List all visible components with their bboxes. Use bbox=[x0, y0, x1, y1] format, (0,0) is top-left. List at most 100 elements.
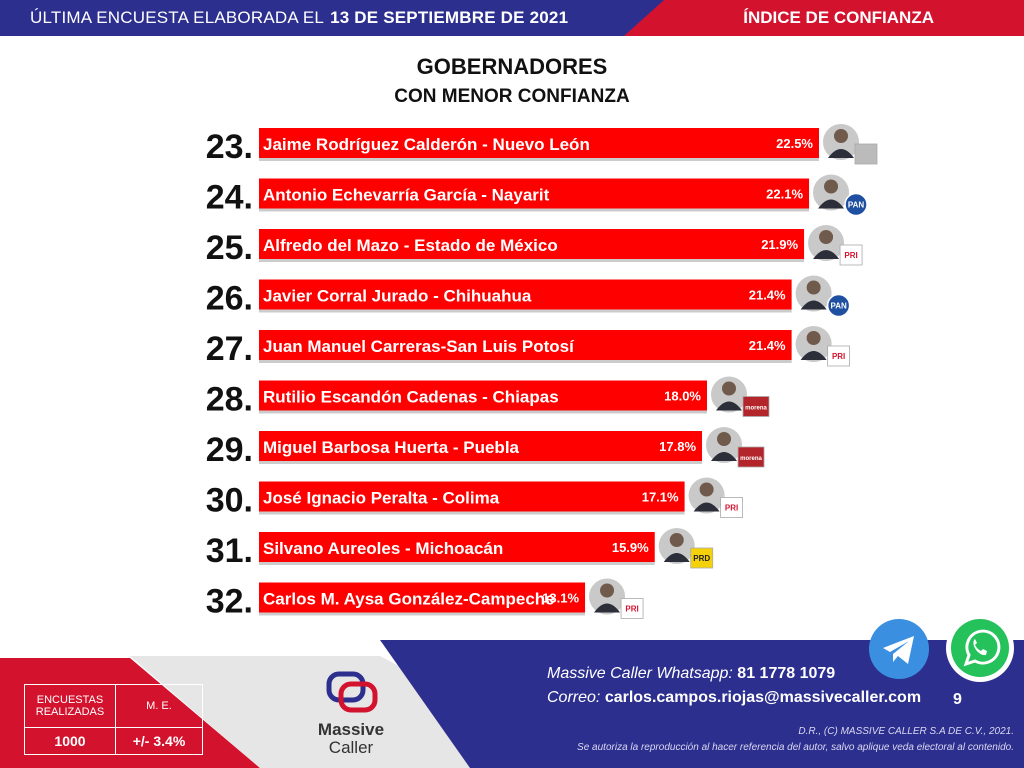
bar bbox=[259, 178, 810, 209]
bar-shadow bbox=[259, 511, 685, 515]
bar bbox=[259, 128, 819, 158]
bar bbox=[259, 279, 792, 310]
stats-value-margin: +/- 3.4% bbox=[115, 727, 203, 755]
massive-caller-logo: Massive Caller bbox=[296, 670, 406, 766]
party-logo-text: PRI bbox=[725, 504, 738, 513]
bar-value-label: 21.4% bbox=[749, 288, 786, 303]
party-logo-text: PRI bbox=[844, 251, 857, 260]
avatar-head-icon bbox=[699, 482, 714, 497]
email-label: Correo: bbox=[547, 689, 601, 706]
rank-label: 26. bbox=[206, 280, 253, 318]
bar-name-label: Alfredo del Mazo - Estado de México bbox=[263, 236, 558, 255]
avatar-body-icon bbox=[813, 250, 840, 259]
header-right-title: ÍNDICE DE CONFIANZA bbox=[743, 8, 934, 27]
avatar-body-icon bbox=[818, 199, 845, 209]
bar-row: 28. Rutilio Escandón Cadenas - Chiapas 18.… bbox=[206, 374, 770, 419]
bar bbox=[259, 330, 792, 360]
bar bbox=[259, 481, 685, 512]
rank-label: 30. bbox=[206, 482, 253, 520]
party-logo-icon bbox=[690, 547, 714, 569]
whatsapp-icon[interactable] bbox=[944, 612, 1016, 684]
logo-icon bbox=[326, 671, 378, 713]
rank-label: 28. bbox=[206, 381, 253, 419]
rank-label: 25. bbox=[206, 229, 253, 267]
avatar-body-icon bbox=[693, 502, 720, 512]
bar-name-label: Javier Corral Jurado - Chihuahua bbox=[263, 287, 532, 306]
avatar-body-icon bbox=[594, 603, 621, 613]
party-logo-icon bbox=[844, 192, 868, 217]
page-number: 9 bbox=[953, 691, 962, 708]
bar-name-label: Jaime Rodríguez Calderón - Nuevo León bbox=[263, 135, 590, 154]
stats-value-surveys: 1000 bbox=[24, 727, 116, 755]
party-logo-icon bbox=[827, 345, 851, 367]
party-logo-text: PAN bbox=[830, 302, 847, 311]
party-logo-icon bbox=[839, 244, 863, 266]
bar-row: 27. Juan Manuel Carreras-San Luis Potosí 2… bbox=[206, 324, 851, 368]
bar-name-label: Rutilio Escandón Cadenas - Chiapas bbox=[263, 388, 559, 407]
header-bar: ÚLTIMA ENCUESTA ELABORADA EL 13 DE SEPTIE… bbox=[0, 0, 1024, 36]
bar bbox=[259, 532, 655, 562]
header-lead-text: ÚLTIMA ENCUESTA ELABORADA EL bbox=[30, 8, 325, 27]
avatar-body-icon bbox=[716, 401, 742, 411]
chart-title: GOBERNADORES bbox=[416, 54, 608, 79]
header-lead: ÚLTIMA ENCUESTA ELABORADA EL 13 DE SEPTIE… bbox=[30, 8, 568, 28]
bar-value-label: 22.1% bbox=[766, 187, 803, 202]
bar-shadow bbox=[259, 158, 819, 161]
avatar-body-icon bbox=[711, 452, 738, 461]
stats-header-margin: M. E. bbox=[115, 684, 203, 728]
party-logo-icon bbox=[826, 293, 851, 318]
bar-shadow bbox=[259, 360, 792, 363]
bar-name-label: Silvano Aureoles - Michoacán bbox=[263, 539, 503, 558]
bar-row: 25. Alfredo del Mazo - Estado de México 21… bbox=[206, 223, 863, 267]
telegram-icon[interactable] bbox=[868, 618, 930, 680]
party-logo-text: PAN bbox=[848, 201, 865, 210]
party-logo-text: morena bbox=[740, 456, 762, 462]
party-logo-text: PRD bbox=[693, 554, 710, 563]
bar-row: 24. Antonio Echevarría García - Nayarit 22… bbox=[206, 172, 868, 217]
rank-label: 24. bbox=[206, 179, 253, 217]
bar-shadow bbox=[259, 612, 586, 616]
bar-shadow bbox=[259, 208, 810, 212]
rank-label: 23. bbox=[206, 128, 253, 166]
whatsapp-line: Massive Caller Whatsapp: 81 1778 1079 bbox=[547, 665, 921, 683]
rank-label: 31. bbox=[206, 532, 253, 570]
bar-name-label: Juan Manuel Carreras-San Luis Potosí bbox=[263, 337, 575, 356]
avatar-head-icon bbox=[824, 179, 839, 194]
bar-row: 26. Javier Corral Jurado - Chihuahua 21.4%… bbox=[206, 273, 851, 318]
avatar-head-icon bbox=[717, 432, 732, 446]
party-logo-icon bbox=[854, 143, 878, 165]
bar bbox=[259, 380, 707, 411]
bar-value-label: 18.0% bbox=[664, 389, 701, 404]
bar-value-label: 22.5% bbox=[776, 136, 813, 151]
bar-value-label: 21.9% bbox=[761, 237, 798, 252]
contact-block: Massive Caller Whatsapp: 81 1778 1079 Co… bbox=[547, 665, 921, 713]
party-logo-icon bbox=[742, 396, 770, 417]
bar-shadow bbox=[259, 259, 805, 262]
party-logo-icon bbox=[620, 598, 644, 619]
bar bbox=[259, 431, 703, 461]
avatar-head-icon bbox=[600, 583, 615, 598]
bar-row: 31. Silvano Aureoles - Michoacán 15.9% PRD bbox=[206, 526, 714, 570]
chart-title-block: GOBERNADORES CON MENOR CONFIANZA bbox=[0, 54, 1024, 108]
email-address[interactable]: carlos.campos.riojas@massivecaller.com bbox=[604, 689, 922, 706]
party-logo-icon bbox=[720, 497, 743, 518]
logo-word-1: Massive bbox=[317, 720, 385, 739]
header-date: 13 DE SEPTIEMBRE DE 2021 bbox=[330, 8, 569, 27]
avatar-head-icon bbox=[669, 533, 684, 547]
avatar-body-icon bbox=[828, 149, 854, 158]
bar-value-label: 17.8% bbox=[659, 439, 696, 454]
legal-line-2: Se autoriza la reproducción al hacer ref… bbox=[577, 742, 1014, 753]
bar bbox=[259, 582, 586, 613]
bar-shadow bbox=[259, 562, 655, 565]
bar-row: 32. Carlos M. Aysa González-Campeche13.1%… bbox=[206, 576, 644, 621]
party-logo-text: PRI bbox=[832, 352, 845, 361]
bar-name-label: Carlos M. Aysa González-Campeche bbox=[263, 590, 555, 609]
party-logo-text: PRI bbox=[625, 605, 638, 614]
whatsapp-label: Massive Caller Whatsapp: bbox=[547, 665, 733, 682]
bar-value-label: 17.1% bbox=[642, 490, 679, 505]
bar-row: 29. Miguel Barbosa Huerta - Puebla 17.8% mo… bbox=[206, 425, 765, 469]
whatsapp-number[interactable]: 81 1778 1079 bbox=[737, 665, 836, 682]
avatar-head-icon bbox=[806, 331, 821, 345]
legal-line-1: D.R., (C) MASSIVE CALLER S.A DE C.V., 20… bbox=[798, 726, 1014, 737]
bar-value-label: 13.1% bbox=[542, 591, 579, 606]
